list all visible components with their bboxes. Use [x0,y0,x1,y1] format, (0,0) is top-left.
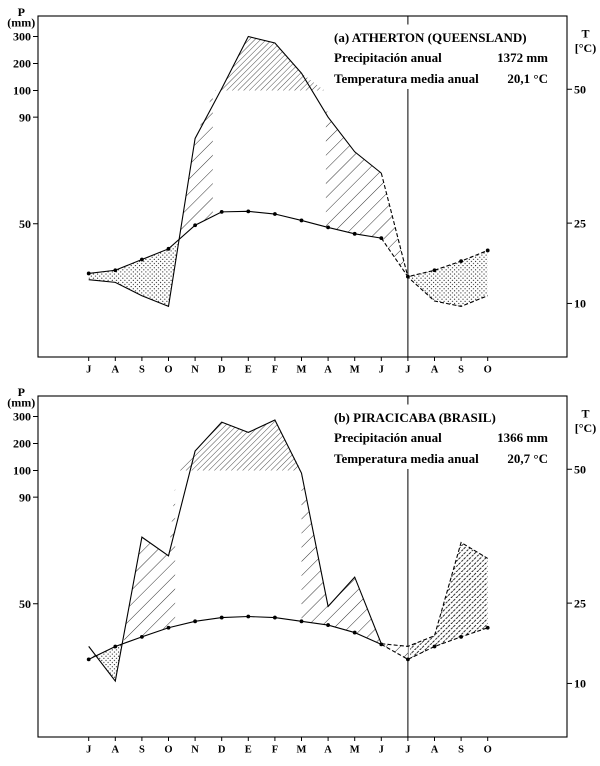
svg-text:25: 25 [574,216,586,230]
svg-text:S: S [139,365,145,376]
svg-text:M: M [350,365,360,376]
svg-text:(a) ATHERTON (QUEENSLAND): (a) ATHERTON (QUEENSLAND) [334,30,527,45]
svg-text:D: D [218,365,226,376]
svg-text:50: 50 [574,462,586,476]
svg-text:200: 200 [13,437,31,451]
svg-text:A: A [324,745,332,756]
svg-text:90: 90 [19,110,31,124]
svg-text:A: A [112,745,120,756]
svg-text:90: 90 [19,490,31,504]
svg-text:O: O [484,745,492,756]
svg-text:N: N [191,745,199,756]
svg-text:20,7 °C: 20,7 °C [507,451,548,466]
svg-text:(b) PIRACICABA (BRASIL): (b) PIRACICABA (BRASIL) [334,410,496,425]
svg-text:100: 100 [13,464,31,478]
svg-text:10: 10 [574,677,586,691]
svg-text:T: T [581,407,589,421]
svg-text:20,1 °C: 20,1 °C [507,71,548,86]
svg-text:Precipitación anual: Precipitación anual [334,50,442,65]
svg-text:F: F [272,365,278,376]
svg-text:E: E [245,365,252,376]
svg-text:25: 25 [574,596,586,610]
svg-text:(mm): (mm) [7,15,35,29]
svg-text:[°C): [°C) [575,421,596,435]
svg-text:S: S [458,745,464,756]
svg-text:A: A [431,365,439,376]
svg-text:J: J [379,745,384,756]
svg-text:O: O [484,365,492,376]
svg-text:J: J [86,745,91,756]
svg-text:(mm): (mm) [7,395,35,409]
svg-text:M: M [350,745,360,756]
svg-text:S: S [458,365,464,376]
svg-text:M: M [297,745,307,756]
svg-text:Precipitación anual: Precipitación anual [334,430,442,445]
svg-text:50: 50 [19,597,31,611]
svg-text:1372 mm: 1372 mm [497,50,548,65]
svg-text:[°C): [°C) [575,41,596,55]
svg-text:300: 300 [13,410,31,424]
svg-text:T: T [581,27,589,41]
svg-text:A: A [112,365,120,376]
svg-text:Temperatura media anual: Temperatura media anual [334,451,479,466]
svg-text:J: J [379,365,384,376]
svg-text:10: 10 [574,297,586,311]
svg-text:S: S [139,745,145,756]
svg-text:O: O [164,745,172,756]
svg-text:300: 300 [13,30,31,44]
svg-text:50: 50 [574,82,586,96]
svg-text:N: N [191,365,199,376]
svg-text:J: J [405,745,410,756]
svg-text:F: F [272,745,278,756]
svg-text:Temperatura media anual: Temperatura media anual [334,71,479,86]
svg-text:100: 100 [13,84,31,98]
svg-text:M: M [297,365,307,376]
svg-text:J: J [405,365,410,376]
svg-text:50: 50 [19,217,31,231]
svg-text:J: J [86,365,91,376]
svg-text:A: A [431,745,439,756]
svg-text:D: D [218,745,226,756]
svg-text:A: A [324,365,332,376]
svg-text:E: E [245,745,252,756]
svg-text:O: O [164,365,172,376]
svg-text:1366 mm: 1366 mm [497,430,548,445]
svg-text:200: 200 [13,57,31,71]
